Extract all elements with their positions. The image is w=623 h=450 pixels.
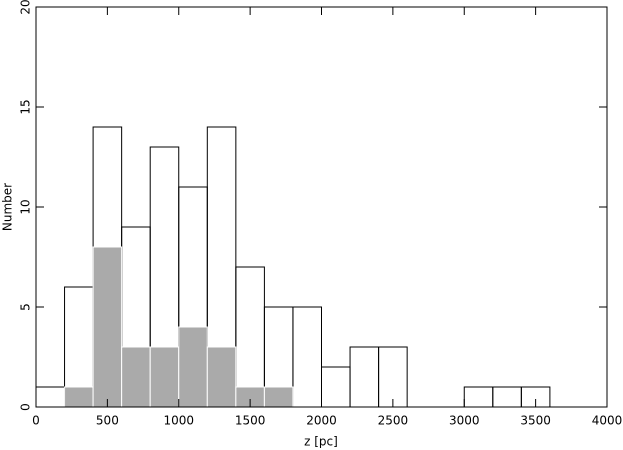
x-tick-label: 4000 — [592, 414, 623, 428]
bar — [235, 266, 265, 408]
bar — [206, 346, 237, 408]
bar — [492, 386, 522, 408]
bar — [463, 386, 494, 408]
bar — [64, 386, 94, 408]
y-axis-label: Number — [1, 183, 15, 231]
y-tick-label: 5 — [19, 303, 33, 311]
bar — [321, 366, 351, 408]
x-tick-label: 1000 — [163, 414, 194, 428]
x-tick-label: 2500 — [378, 414, 409, 428]
bar — [35, 386, 66, 408]
y-tick-label: 20 — [19, 0, 33, 15]
bar — [292, 306, 323, 408]
y-tick-label: 10 — [19, 199, 33, 214]
x-tick-label: 3500 — [520, 414, 551, 428]
bar — [349, 346, 380, 408]
bar — [149, 346, 180, 408]
y-tick-label: 15 — [19, 99, 33, 114]
bar — [263, 386, 294, 408]
bar — [378, 346, 408, 408]
y-tick-label: 0 — [19, 403, 33, 411]
bar — [121, 346, 151, 408]
x-tick-label: 1500 — [235, 414, 266, 428]
x-tick-label: 500 — [96, 414, 119, 428]
x-tick-label: 2000 — [306, 414, 337, 428]
x-tick-label: 0 — [32, 414, 40, 428]
x-tick-label: 3000 — [449, 414, 480, 428]
bar — [92, 246, 123, 408]
bar — [178, 326, 208, 408]
x-axis-label: z [pc] — [304, 435, 338, 449]
